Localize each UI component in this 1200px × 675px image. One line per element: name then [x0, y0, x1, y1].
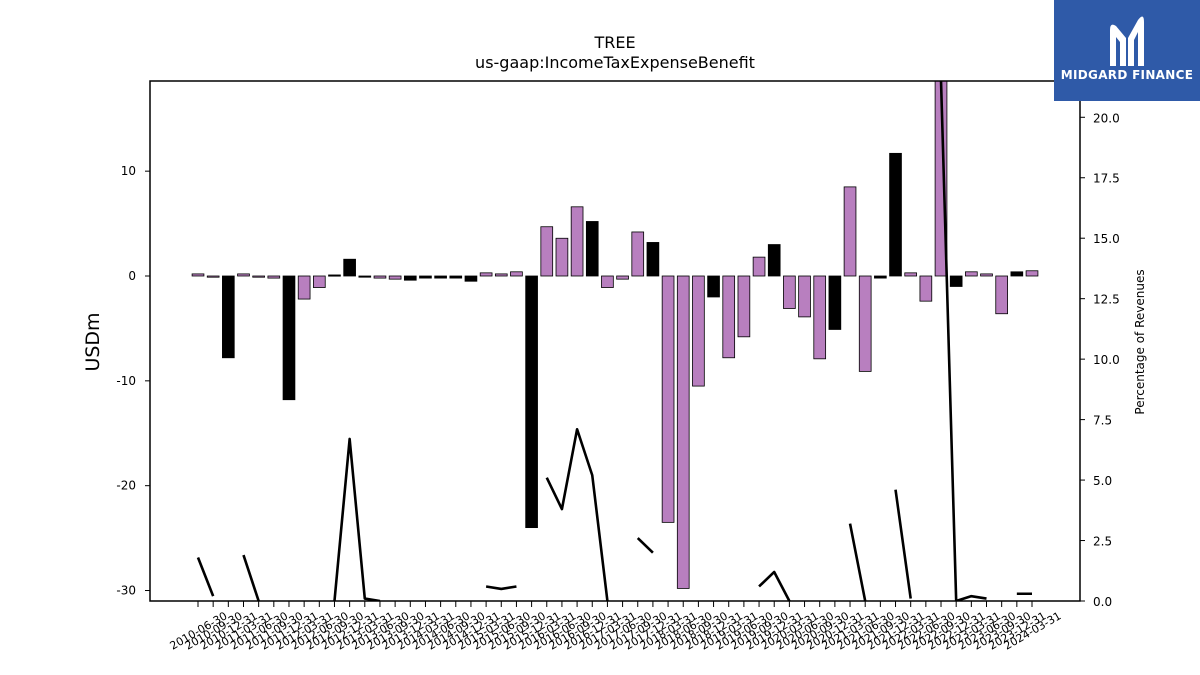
- bar-series: [191, 81, 1039, 589]
- y-tick-label: -10: [116, 374, 136, 388]
- plot-area: 10 0 -10 -20 -30 0.0 2.5 5.0 7.5 10.0 12.5 15.0 17.5…: [116, 80, 1120, 653]
- bar: [722, 275, 736, 359]
- y2-tick-label: 5.0: [1093, 474, 1112, 488]
- y2-tick-label: 7.5: [1093, 414, 1112, 428]
- bar: [373, 275, 387, 279]
- bar: [783, 275, 796, 309]
- bar: [494, 273, 508, 277]
- bar: [767, 244, 781, 277]
- bar: [692, 275, 705, 387]
- brand-logo: MIDGARD FINANCE: [1054, 0, 1200, 101]
- y-tick-label: -20: [116, 479, 136, 493]
- pct-revenues-line: [196, 81, 1032, 601]
- bar: [267, 275, 281, 279]
- bar: [237, 273, 250, 277]
- y2-tick-label: 12.5: [1093, 293, 1120, 307]
- y-axis-label: USDm: [82, 312, 104, 371]
- y2-axis-label: Percentage of Revenues: [1133, 269, 1147, 414]
- bar: [328, 274, 341, 277]
- bar: [904, 272, 918, 277]
- bar: [616, 275, 629, 280]
- bar: [676, 275, 690, 589]
- bar: [419, 275, 432, 279]
- bar: [631, 231, 645, 277]
- bar: [874, 275, 887, 279]
- bar: [828, 275, 842, 330]
- bar: [949, 275, 963, 287]
- bar: [585, 221, 599, 277]
- plot-frame: [149, 80, 1081, 602]
- bar: [297, 275, 311, 300]
- bar: [464, 275, 478, 282]
- y2-tick-label: 10.0: [1093, 353, 1120, 367]
- bar: [540, 226, 554, 277]
- pct-revenues-series: [196, 81, 1032, 601]
- bar: [343, 258, 356, 277]
- bar: [555, 237, 569, 277]
- bar: [995, 275, 1008, 315]
- bar: [510, 271, 523, 277]
- bar: [403, 275, 417, 281]
- bar: [282, 275, 296, 401]
- bar: [449, 275, 463, 279]
- bar: [858, 275, 872, 372]
- chart-subtitle: us-gaap:IncomeTaxExpenseBenefit: [475, 53, 755, 72]
- bar: [934, 81, 948, 277]
- bar: [191, 273, 205, 277]
- bar: [570, 206, 584, 277]
- bar: [798, 275, 811, 318]
- y2-tick-label: 17.5: [1093, 172, 1120, 186]
- bar: [525, 275, 538, 529]
- y2-tick-label: 0.0: [1093, 595, 1112, 609]
- bar: [601, 275, 614, 288]
- bar: [646, 242, 660, 277]
- bar: [843, 186, 857, 277]
- midgard-logo-icon: [1110, 16, 1144, 67]
- y2-tick-label: 2.5: [1093, 535, 1112, 549]
- y-tick-label: -30: [116, 584, 136, 598]
- y-tick-label: 10: [121, 164, 136, 178]
- chart-title: TREE: [593, 33, 635, 52]
- bar: [434, 275, 447, 279]
- bar: [889, 152, 902, 277]
- y2-tick-label: 15.0: [1093, 232, 1120, 246]
- bar: [707, 275, 720, 298]
- bar: [312, 275, 326, 288]
- bar: [661, 275, 675, 523]
- brand-name: MIDGARD FINANCE: [1060, 68, 1194, 82]
- y-tick-label: 0: [128, 269, 136, 283]
- bar: [358, 275, 372, 278]
- bar: [206, 275, 220, 278]
- bar: [1025, 270, 1039, 277]
- bar: [388, 275, 402, 280]
- bar: [813, 275, 827, 360]
- bar: [980, 273, 993, 277]
- bar: [919, 275, 933, 302]
- bar: [1010, 271, 1024, 277]
- bar: [752, 256, 766, 277]
- bar: [737, 275, 751, 338]
- bar: [222, 275, 235, 359]
- bar: [965, 271, 978, 277]
- bar: [479, 272, 493, 277]
- y2-tick-label: 20.0: [1093, 111, 1120, 125]
- bar: [252, 275, 265, 278]
